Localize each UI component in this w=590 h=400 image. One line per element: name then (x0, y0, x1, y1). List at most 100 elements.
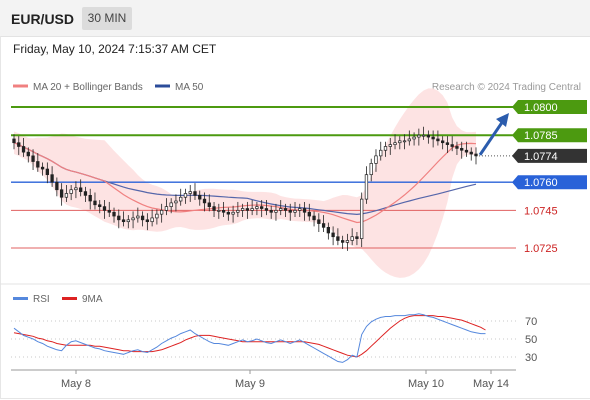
candle-body (240, 208, 245, 211)
candle-body (464, 149, 469, 153)
candle-body (231, 211, 235, 215)
rsi-line (13, 313, 486, 363)
candle-body (393, 142, 397, 145)
candle (21, 138, 26, 157)
candle (26, 147, 30, 163)
candle (83, 186, 88, 202)
candle (240, 203, 245, 217)
candle (293, 201, 297, 217)
candle-body (436, 138, 440, 142)
candle-body (107, 210, 111, 213)
projection-arrow-layer (478, 113, 509, 156)
pivot-tag: 1.0760 (512, 175, 587, 190)
candle-body (212, 206, 216, 211)
ma20-line (13, 142, 477, 224)
candle-body (360, 198, 364, 239)
price-tag-label: 1.0774 (524, 151, 558, 163)
candle (193, 183, 197, 201)
candle-body (59, 189, 64, 198)
candle-body (469, 151, 473, 155)
candle-body (88, 195, 92, 202)
candle (445, 136, 450, 154)
candle-body (112, 211, 116, 217)
candle-body (260, 206, 264, 209)
candle (355, 232, 359, 246)
candle-body (379, 149, 383, 157)
candle (107, 201, 111, 217)
candle (312, 211, 316, 227)
candle-body (336, 236, 340, 241)
candle-body (55, 181, 59, 191)
candle (474, 147, 478, 165)
candle-body (217, 210, 221, 212)
candle-body (441, 140, 445, 144)
candle-body (312, 215, 316, 221)
candle (250, 200, 254, 216)
candle-body (340, 240, 345, 243)
candle (169, 198, 173, 214)
candle (74, 181, 78, 199)
rsi-legend-swatch (13, 297, 28, 300)
candle (179, 188, 183, 206)
candle-body (69, 189, 73, 194)
candle (98, 200, 102, 214)
candle (145, 213, 150, 231)
candle (140, 211, 145, 227)
projection-arrow-shaft (478, 120, 505, 156)
candle (336, 228, 340, 246)
candle-body (426, 134, 431, 138)
resistance-tag: 1.0800 (512, 100, 587, 114)
candle-body (369, 163, 373, 176)
candle (431, 130, 435, 148)
timeframe-button[interactable]: 30 MIN (82, 7, 132, 30)
top-bar: EUR/USD 30 MIN (0, 0, 590, 37)
candle-body (364, 174, 369, 200)
candle (402, 134, 407, 150)
candle-body (36, 161, 40, 168)
candle (117, 209, 121, 229)
candle (369, 158, 373, 182)
candle-body (317, 219, 321, 224)
candle (159, 203, 164, 223)
candle (202, 192, 207, 212)
candle (12, 134, 16, 150)
price-tags-layer: 1.0800 1.0785 1.0774 1.0760 1.0745 1.0725 (512, 100, 587, 255)
candle (207, 194, 211, 212)
candle-body (121, 219, 126, 223)
candle (112, 207, 116, 223)
ma20-legend-label: MA 20 + Bollinger Bands (33, 82, 143, 93)
candle-body (236, 210, 240, 213)
candle (164, 198, 169, 216)
candle-body (293, 210, 297, 213)
candle (102, 200, 107, 219)
candle-body (131, 217, 135, 221)
candle (245, 201, 250, 219)
candle-body (98, 204, 102, 207)
candle-body (159, 210, 164, 215)
candle (231, 205, 235, 223)
candle (417, 128, 421, 146)
candle-body (417, 134, 421, 138)
candle (236, 201, 240, 217)
candle (217, 203, 221, 219)
candle (126, 215, 130, 229)
rsi-tick-label: 70 (525, 316, 537, 328)
candle (274, 203, 278, 221)
candle (79, 179, 83, 197)
candle-body (21, 146, 26, 153)
candle (326, 222, 331, 240)
support-label: 1.0725 (524, 243, 558, 255)
symbol-label: EUR/USD (11, 11, 75, 27)
price-tag-label: 1.0785 (524, 130, 558, 142)
candle-body (169, 202, 173, 207)
timestamp: Friday, May 10, 2024 7:15:37 AM CET (13, 42, 217, 56)
candle (398, 136, 402, 150)
price-tag-bg (512, 100, 587, 114)
candle-body (183, 193, 188, 198)
candle (379, 141, 383, 161)
candle-body (455, 146, 459, 149)
rsi-legend-label: RSI (33, 294, 50, 305)
x-tick-label: May 14 (473, 378, 509, 390)
rsi-tick-label: 30 (525, 352, 537, 364)
